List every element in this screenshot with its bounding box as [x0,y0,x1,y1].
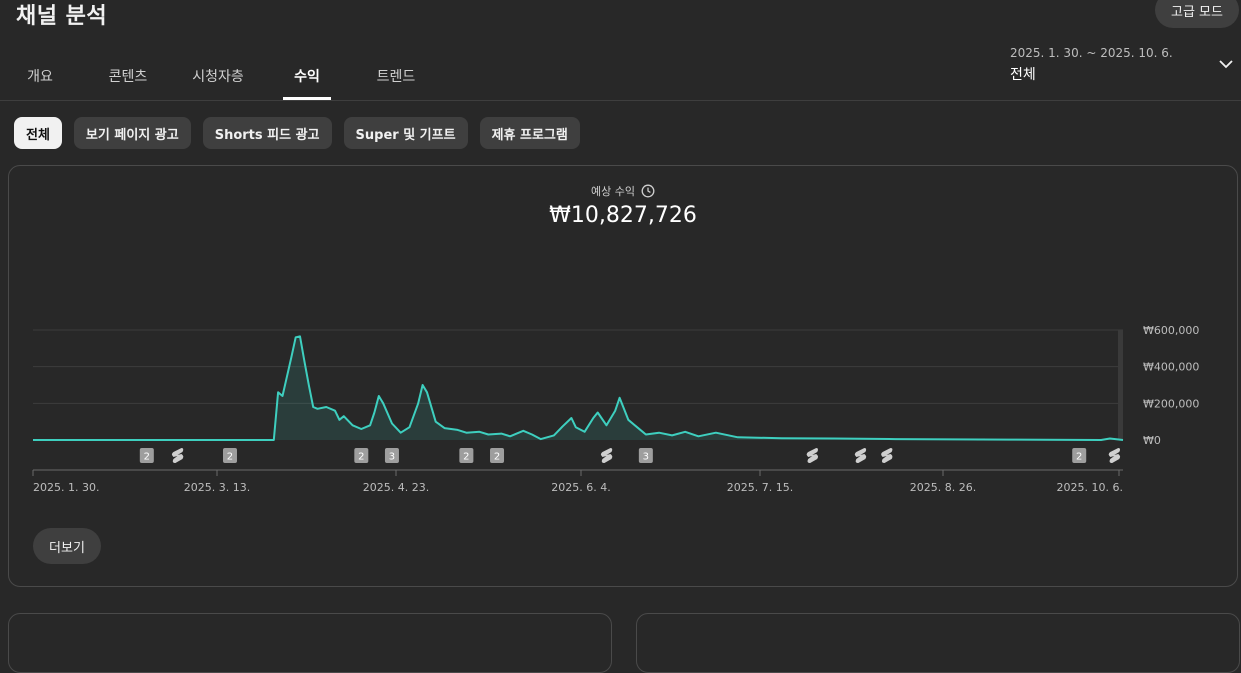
tab-divider [0,100,1241,101]
y-tick-label: ₩600,000 [1143,324,1199,337]
date-range-picker[interactable]: 2025. 1. 30. ~ 2025. 10. 6. 전체 [1010,44,1234,84]
marker-count: 2 [144,452,150,463]
tab-audience[interactable]: 시청자층 [192,69,244,85]
upload-count-marker[interactable]: 3 [384,448,399,463]
x-tick-label: 2025. 6. 4. [551,481,610,494]
marker-count: 2 [1076,452,1082,463]
tab-trends[interactable]: 트렌드 [376,69,416,85]
x-tick-label: 2025. 7. 15. [727,481,793,494]
shorts-icon[interactable] [171,448,184,463]
chip-all[interactable]: 전체 [14,117,62,149]
clock-icon[interactable] [641,184,655,198]
x-tick-label: 2025. 4. 23. [363,481,429,494]
marker-badge [139,448,154,463]
advanced-mode-button[interactable]: 고급 모드 [1155,0,1239,28]
shorts-icon[interactable] [881,448,893,463]
metric-value: ₩10,827,726 [549,203,697,228]
tab-revenue[interactable]: 수익 [283,52,331,100]
series-area [33,336,1123,440]
lower-card-left [8,613,612,673]
marker-badge [1072,448,1087,463]
shorts-icon[interactable] [806,448,818,463]
marker-badge [459,448,474,463]
y-tick-label: ₩0 [1143,434,1161,447]
marker-badge [384,448,399,463]
shorts-icon[interactable] [600,448,613,463]
chip-watch-page-ads[interactable]: 보기 페이지 광고 [73,117,191,149]
marker-count: 2 [358,452,364,463]
upload-count-marker[interactable]: 2 [1072,448,1087,463]
date-range-text: 2025. 1. 30. ~ 2025. 10. 6. [1010,46,1173,60]
tab-overview[interactable]: 개요 [27,69,53,85]
revenue-filter-chips: 전체 보기 페이지 광고 Shorts 피드 광고 Super 및 기프트 제휴… [14,117,580,149]
revenue-card: 예상 수익 ₩10,827,726 ₩0 ₩200,000 ₩400,000 ₩600… [8,165,1238,587]
chip-affiliate[interactable]: 제휴 프로그램 [479,117,580,149]
marker-badge [638,448,653,463]
x-tick-label: 2025. 3. 13. [184,481,250,494]
x-tick-label: 2025. 8. 26. [910,481,976,494]
marker-count: 3 [643,452,649,463]
revenue-chart[interactable]: ₩0 ₩200,000 ₩400,000 ₩600,000 2025. 1. 30. 20… [9,166,1237,506]
y-tick-label: ₩200,000 [1143,397,1199,410]
x-tick-label: 2025. 1. 30. [33,481,99,494]
metric-label: 예상 수익 [591,185,635,198]
more-button[interactable]: 더보기 [33,528,101,564]
chip-shorts-feed-ads[interactable]: Shorts 피드 광고 [202,117,332,149]
upload-count-marker[interactable]: 2 [222,448,237,463]
metric-header: 예상 수익 [9,183,1237,199]
marker-badge [490,448,505,463]
marker-badge [354,448,369,463]
upload-count-marker[interactable]: 2 [354,448,369,463]
y-tick-label: ₩400,000 [1143,361,1199,374]
upload-count-marker[interactable]: 2 [459,448,474,463]
tab-content[interactable]: 콘텐츠 [108,69,148,85]
x-tick-label: 2025. 10. 6. [1057,481,1123,494]
series-line [33,335,1124,441]
date-range-label: 전체 [1010,67,1036,83]
chart-hover-band [1118,330,1123,440]
marker-count: 2 [494,452,500,463]
chip-super-gifts[interactable]: Super 및 기프트 [343,117,468,149]
upload-count-marker[interactable]: 2 [490,448,505,463]
marker-count: 3 [389,452,395,463]
marker-badge [222,448,237,463]
upload-count-marker[interactable]: 3 [638,448,653,463]
lower-card-right [636,613,1240,673]
upload-count-marker[interactable]: 2 [139,448,154,463]
page-title: 채널 분석 [16,4,108,29]
chevron-down-icon [1219,60,1233,69]
shorts-icon[interactable] [854,448,867,463]
marker-count: 2 [463,452,469,463]
shorts-icon[interactable] [1108,448,1121,463]
marker-count: 2 [227,452,233,463]
